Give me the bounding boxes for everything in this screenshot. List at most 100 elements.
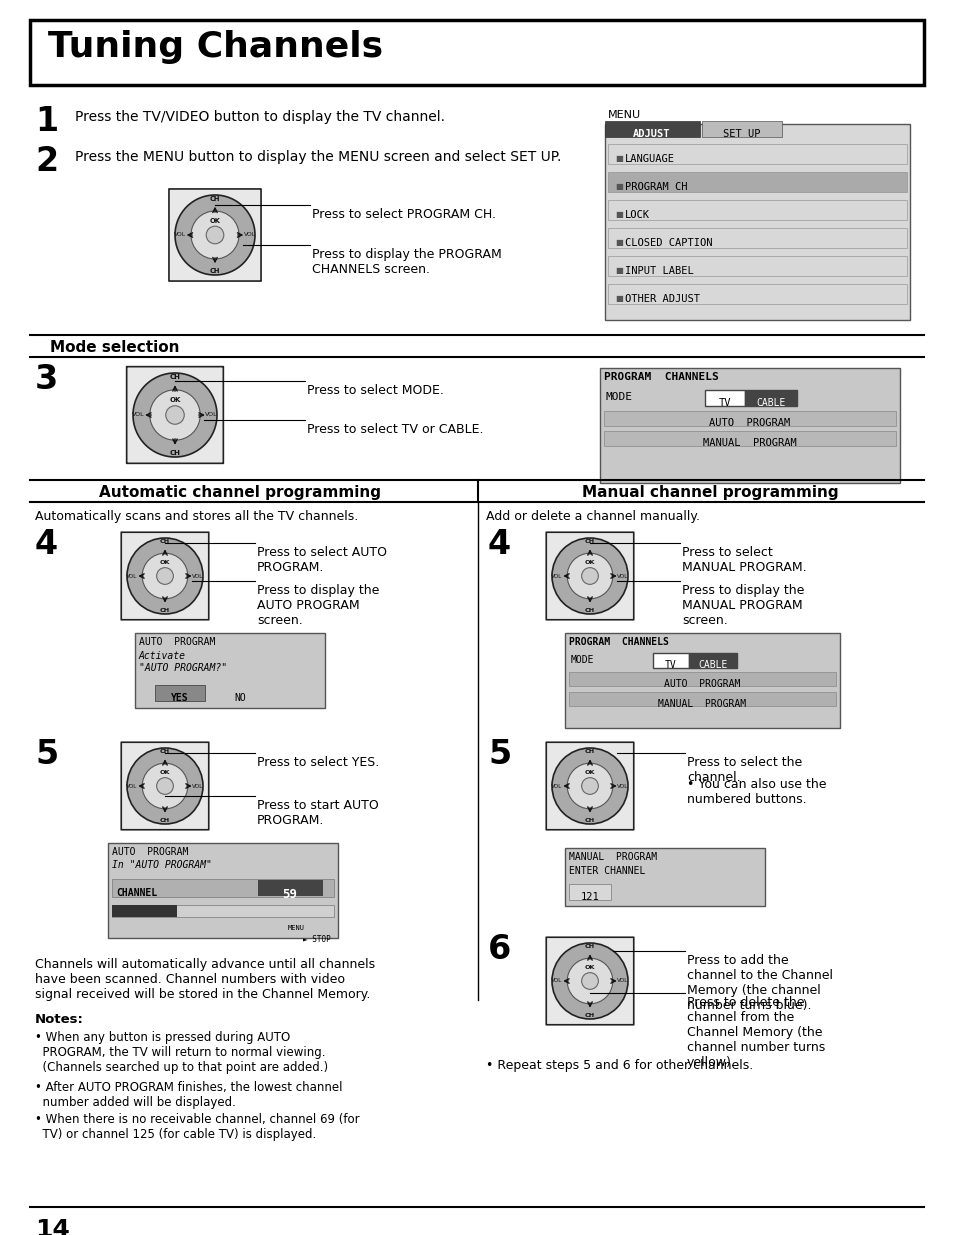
Text: Press to select
MANUAL PROGRAM.: Press to select MANUAL PROGRAM.	[681, 546, 806, 574]
Circle shape	[567, 763, 612, 809]
Text: Press to display the
AUTO PROGRAM
screen.: Press to display the AUTO PROGRAM screen…	[256, 584, 379, 627]
Text: Press to start AUTO
PROGRAM.: Press to start AUTO PROGRAM.	[256, 799, 378, 827]
Circle shape	[156, 568, 173, 584]
Text: VOL: VOL	[551, 573, 562, 578]
Text: Press to display the PROGRAM
CHANNELS screen.: Press to display the PROGRAM CHANNELS sc…	[312, 248, 501, 275]
FancyBboxPatch shape	[607, 172, 906, 191]
Text: CH: CH	[584, 608, 595, 613]
Text: CH: CH	[160, 750, 170, 755]
Text: ENTER CHANNEL: ENTER CHANNEL	[568, 866, 644, 876]
Text: Press the TV/VIDEO button to display the TV channel.: Press the TV/VIDEO button to display the…	[75, 110, 444, 124]
Text: MENU: MENU	[607, 110, 640, 120]
Text: CH: CH	[160, 540, 170, 545]
Text: LOCK: LOCK	[624, 210, 649, 220]
Text: 121: 121	[580, 892, 598, 902]
Text: TV: TV	[664, 659, 677, 671]
Text: VOL: VOL	[617, 978, 628, 983]
Text: 4: 4	[35, 529, 58, 561]
Text: Mode selection: Mode selection	[50, 340, 179, 354]
FancyBboxPatch shape	[604, 121, 700, 137]
Text: VOL: VOL	[617, 573, 628, 578]
Text: ■: ■	[615, 294, 622, 303]
Text: CH: CH	[584, 750, 595, 755]
Text: VOL: VOL	[551, 978, 562, 983]
Text: AUTO  PROGRAM: AUTO PROGRAM	[112, 847, 188, 857]
Text: Automatic channel programming: Automatic channel programming	[99, 485, 380, 500]
Text: Press to select MODE.: Press to select MODE.	[307, 384, 443, 396]
Circle shape	[581, 568, 598, 584]
Text: VOL: VOL	[126, 573, 137, 578]
Circle shape	[127, 748, 203, 824]
FancyBboxPatch shape	[568, 884, 610, 900]
Text: CH: CH	[584, 945, 595, 950]
Text: Press to add the
channel to the Channel
Memory (the channel
number turns blue).: Press to add the channel to the Channel …	[686, 953, 832, 1011]
FancyBboxPatch shape	[112, 905, 334, 918]
FancyBboxPatch shape	[154, 685, 205, 701]
FancyBboxPatch shape	[108, 844, 337, 939]
Circle shape	[174, 195, 254, 275]
FancyBboxPatch shape	[652, 653, 688, 668]
Text: AUTO  PROGRAM: AUTO PROGRAM	[139, 637, 215, 647]
FancyBboxPatch shape	[603, 431, 895, 446]
Text: Automatically scans and stores all the TV channels.: Automatically scans and stores all the T…	[35, 510, 358, 522]
Circle shape	[567, 553, 612, 599]
Text: ■: ■	[615, 266, 622, 275]
Text: Add or delete a channel manually.: Add or delete a channel manually.	[485, 510, 700, 522]
FancyBboxPatch shape	[121, 742, 209, 830]
Text: Press to delete the
channel from the
Channel Memory (the
channel number turns
ye: Press to delete the channel from the Cha…	[686, 995, 824, 1070]
Text: CHANNEL: CHANNEL	[116, 888, 157, 898]
Text: 3: 3	[35, 363, 58, 396]
Text: OK: OK	[159, 771, 170, 776]
Text: Activate: Activate	[139, 651, 186, 661]
FancyBboxPatch shape	[568, 672, 835, 685]
Circle shape	[552, 944, 627, 1019]
Text: CLOSED CAPTION: CLOSED CAPTION	[624, 238, 712, 248]
FancyBboxPatch shape	[564, 634, 840, 727]
FancyBboxPatch shape	[546, 532, 633, 620]
Text: VOL: VOL	[126, 783, 137, 788]
Text: ■: ■	[615, 238, 622, 247]
Text: ► STOP: ► STOP	[303, 935, 331, 944]
FancyBboxPatch shape	[568, 692, 835, 706]
Circle shape	[567, 958, 612, 1004]
Text: ADJUST: ADJUST	[633, 128, 670, 140]
Circle shape	[142, 763, 188, 809]
Text: OK: OK	[169, 398, 180, 404]
FancyBboxPatch shape	[744, 390, 796, 406]
Text: Press the MENU button to display the MENU screen and select SET UP.: Press the MENU button to display the MEN…	[75, 149, 560, 164]
Circle shape	[581, 778, 598, 794]
Text: Press to select PROGRAM CH.: Press to select PROGRAM CH.	[312, 207, 496, 221]
FancyBboxPatch shape	[607, 256, 906, 275]
Text: VOL: VOL	[205, 412, 217, 417]
Text: OK: OK	[584, 966, 595, 971]
Text: 59: 59	[282, 888, 297, 902]
Text: ■: ■	[615, 154, 622, 163]
Text: VOL: VOL	[193, 783, 204, 788]
Text: Press to select AUTO
PROGRAM.: Press to select AUTO PROGRAM.	[256, 546, 387, 574]
Text: AUTO  PROGRAM: AUTO PROGRAM	[663, 679, 740, 689]
Text: 5: 5	[488, 739, 511, 771]
FancyBboxPatch shape	[135, 634, 325, 708]
Text: Press to select the
channel.: Press to select the channel.	[686, 756, 801, 784]
Text: Press to select YES.: Press to select YES.	[256, 756, 379, 769]
Text: VOL: VOL	[132, 412, 145, 417]
Text: 5: 5	[35, 739, 58, 771]
Text: CABLE: CABLE	[698, 659, 727, 671]
Text: MANUAL  PROGRAM: MANUAL PROGRAM	[658, 699, 745, 709]
FancyBboxPatch shape	[688, 653, 737, 668]
Text: OK: OK	[159, 561, 170, 566]
Text: VOL: VOL	[551, 783, 562, 788]
Text: OK: OK	[584, 561, 595, 566]
FancyBboxPatch shape	[607, 144, 906, 164]
Circle shape	[166, 406, 184, 425]
Text: • You can also use the
numbered buttons.: • You can also use the numbered buttons.	[686, 778, 825, 806]
Text: CH: CH	[170, 374, 180, 380]
Circle shape	[581, 973, 598, 989]
FancyBboxPatch shape	[546, 742, 633, 830]
Circle shape	[552, 748, 627, 824]
Text: VOL: VOL	[193, 573, 204, 578]
Text: VOL: VOL	[617, 783, 628, 788]
Text: CH: CH	[160, 608, 170, 613]
Circle shape	[206, 226, 224, 243]
Text: MODE: MODE	[605, 391, 633, 403]
